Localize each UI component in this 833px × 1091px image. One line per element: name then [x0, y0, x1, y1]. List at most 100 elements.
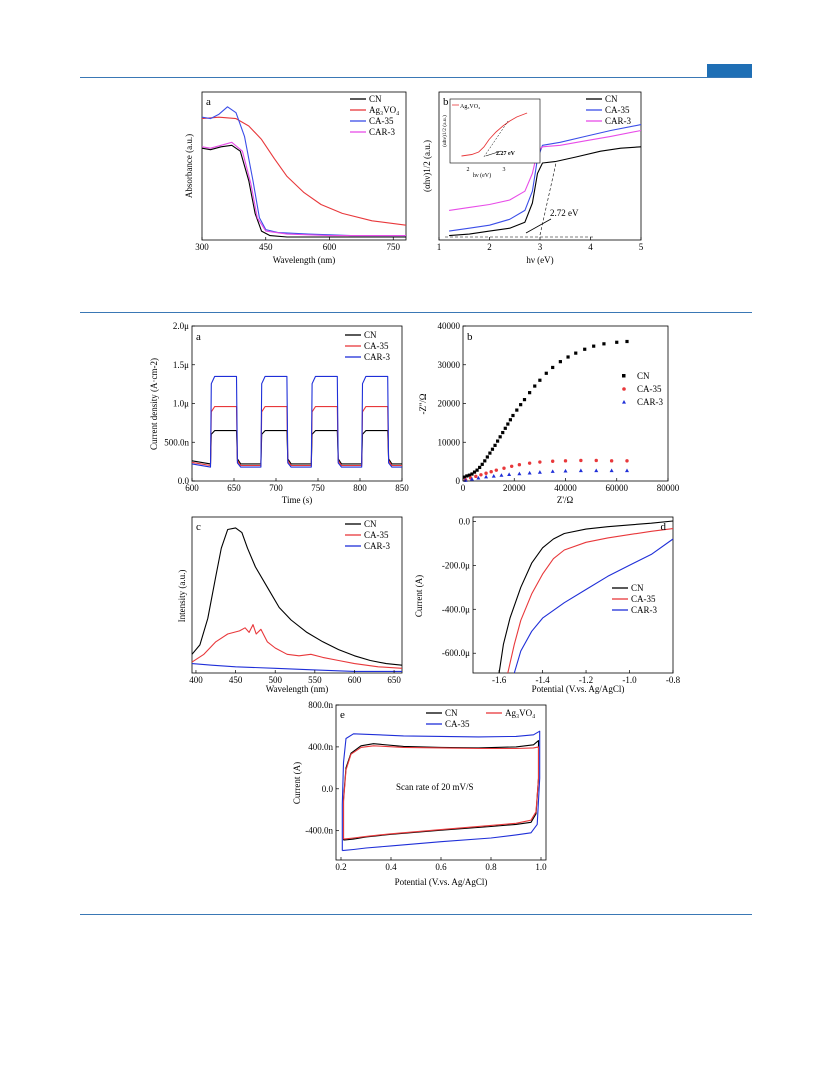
tangent-dashed: [539, 162, 557, 236]
series-ag3vo4: [201, 116, 407, 226]
data-point: [491, 473, 496, 478]
data-point: [602, 342, 606, 346]
series-car-3: [191, 375, 402, 468]
y-tick-label: 1.5μ: [173, 360, 189, 370]
data-point: [467, 473, 472, 477]
data-point: [474, 474, 478, 479]
y-axis-label: Current (A): [414, 575, 424, 617]
data-point: [484, 471, 488, 475]
data-point: [501, 430, 505, 435]
data-point: [469, 477, 474, 481]
y-axis-label: (αhν)1/2 (a.u.): [422, 140, 432, 192]
x-tick-label: 500: [268, 675, 282, 685]
annotation-arrow: [525, 218, 552, 234]
header-rule: [80, 77, 752, 78]
x-tick-label: 400: [189, 675, 203, 685]
y-axis-label: Absorbance (a.u.): [184, 134, 194, 198]
x-tick-label: 1.0: [535, 862, 547, 872]
panel-label: e: [340, 709, 345, 721]
data-point: [488, 451, 492, 455]
data-point: [462, 475, 466, 479]
x-tick-label: 300: [195, 242, 209, 252]
data-point: [625, 339, 629, 344]
scan-rate-annotation: Scan rate of 20 mV/S: [396, 782, 473, 792]
y-tick-label: 800.0n: [308, 700, 333, 710]
data-point: [527, 470, 532, 475]
legend-label: Ag₃VO₄: [505, 708, 535, 718]
data-point: [551, 365, 555, 370]
legend-marker: [622, 387, 626, 391]
y-tick-label: -600.0μ: [442, 648, 470, 658]
series-cn: [462, 339, 629, 479]
data-point: [470, 472, 474, 476]
figure-1a-absorbance-chart: 300 450 600 750 a Wavelength (nm) Absorbanc…: [184, 91, 407, 265]
data-point: [537, 470, 542, 474]
y-axis-label: -Z''/Ω: [418, 393, 428, 414]
data-point: [609, 468, 614, 473]
y-tick-label: 0.0: [459, 516, 471, 526]
data-point: [625, 468, 629, 473]
legend-label: CA-35: [631, 594, 656, 604]
data-point: [533, 384, 537, 388]
x-tick-label: 0.2: [335, 862, 346, 872]
x-tick-label: 2: [487, 242, 492, 252]
data-point: [519, 403, 523, 407]
data-point: [489, 470, 493, 474]
x-axis-label: Time (s): [282, 495, 312, 505]
data-point: [485, 455, 489, 459]
legend-label: CN: [605, 94, 618, 104]
x-tick-label: 600: [323, 242, 337, 252]
data-point: [480, 462, 484, 466]
x-tick-label: 850: [395, 483, 409, 493]
inset-x-tick-label: 3: [503, 167, 506, 173]
data-point: [476, 475, 481, 480]
x-tick-label: 0: [461, 483, 466, 493]
y-tick-label: 10000: [438, 437, 461, 447]
y-tick-label: 500.0n: [164, 437, 189, 447]
series-ca-35: [341, 730, 541, 852]
data-point: [579, 458, 583, 463]
legend-label: CN: [369, 94, 382, 104]
legend-label: CAR-3: [605, 116, 632, 126]
data-point: [472, 470, 477, 474]
x-tick-label: 40000: [554, 483, 577, 493]
plot-frame: [191, 516, 403, 674]
data-point: [609, 459, 614, 463]
inset-frame: [449, 98, 541, 164]
x-tick-label: 750: [311, 483, 325, 493]
legend-label: CA-35: [364, 530, 389, 540]
x-tick-label: 550: [308, 675, 322, 685]
panel-label: c: [196, 521, 201, 533]
inset-series-ag3vo4: [461, 112, 528, 157]
data-point: [594, 458, 598, 463]
y-tick-label: 30000: [438, 360, 461, 370]
x-tick-label: 0.4: [385, 862, 397, 872]
data-point: [517, 463, 522, 467]
data-point: [528, 391, 532, 395]
data-point: [484, 474, 489, 479]
series-ca-35: [191, 406, 402, 467]
legend-label: CA-35: [364, 341, 389, 351]
data-point: [527, 461, 532, 465]
series-cn: [498, 520, 674, 674]
figure-2c-photoluminescence-chart: 400 450 500 550 600 650 c Wavelength (nm) Int…: [177, 516, 403, 694]
inset-x-tick-label: 2: [467, 167, 470, 173]
figure-2d-lsv-chart: -1.6 -1.4 -1.2 -1.0 -0.8 0.0 -200.0μ -400.0μ -60…: [414, 516, 681, 694]
inset-legend: Ag₃VO₄: [460, 104, 480, 110]
data-point: [493, 443, 497, 447]
legend-label: CN: [631, 583, 644, 593]
series-ca-35: [191, 624, 403, 669]
x-axis-label: Potential (V.vs. Ag/AgCl): [532, 684, 625, 694]
data-point: [563, 459, 568, 463]
data-point: [615, 340, 619, 344]
panel-label: b: [467, 331, 473, 343]
data-point: [506, 422, 510, 426]
data-point: [538, 460, 542, 464]
data-point: [515, 408, 519, 412]
inset-annotation-arrow: [485, 150, 502, 157]
data-point: [465, 474, 469, 478]
x-tick-label: 60000: [606, 483, 629, 493]
y-tick-label: -400.0μ: [442, 604, 470, 614]
series-ca-35: [507, 528, 674, 674]
